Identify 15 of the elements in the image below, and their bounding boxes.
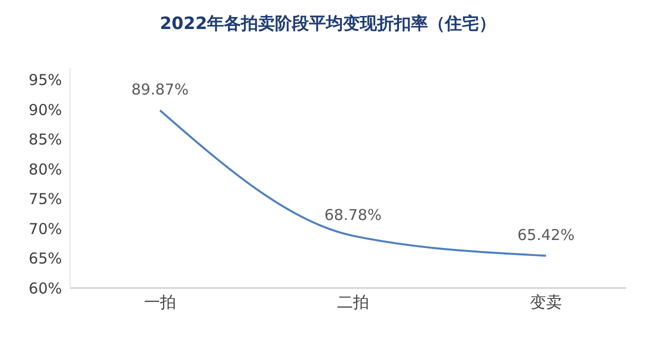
y-tick-label: 90% <box>28 100 62 119</box>
x-tick-label: 一拍 <box>144 292 176 312</box>
y-tick-label: 80% <box>28 160 62 178</box>
y-tick-label: 70% <box>28 220 62 238</box>
y-tick-label: 95% <box>28 71 62 90</box>
chart-title: 2022年各拍卖阶段平均变现折扣率（住宅） <box>158 13 498 36</box>
data-label: 65.42% <box>517 226 575 244</box>
y-tick-label: 85% <box>28 130 62 149</box>
y-tick-label: 60% <box>28 279 62 298</box>
x-tick-label: 变卖 <box>530 292 562 312</box>
x-tick-label: 二拍 <box>337 292 369 312</box>
data-label: 89.87% <box>131 80 189 98</box>
data-label: 68.78% <box>324 206 382 224</box>
y-tick-label: 75% <box>28 190 62 208</box>
y-tick-label: 65% <box>28 250 62 268</box>
